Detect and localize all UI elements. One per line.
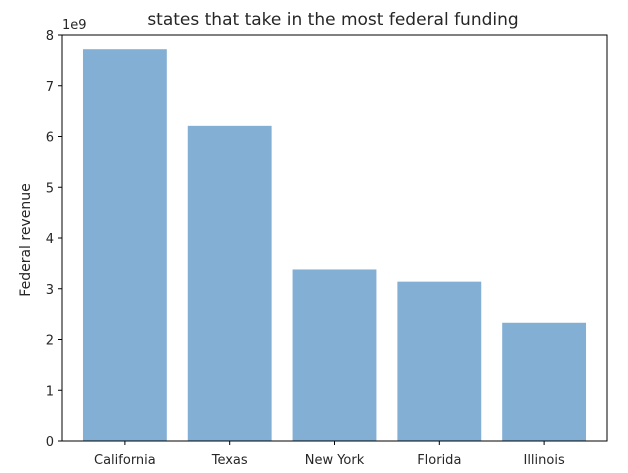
y-tick-label: 6 xyxy=(46,131,54,146)
bar-florida xyxy=(397,281,482,441)
bar-california xyxy=(82,49,167,442)
y-axis-ticks: 0 1 2 3 4 5 6 7 8 xyxy=(46,29,62,450)
x-tick-label: Florida xyxy=(417,453,461,468)
x-tick-label: Texas xyxy=(211,453,248,468)
y-tick-label: 0 xyxy=(46,435,54,450)
y-tick-label: 4 xyxy=(46,232,54,247)
bar-new-york xyxy=(292,269,377,441)
y-tick-label: 1 xyxy=(46,384,54,399)
x-tick-label: New York xyxy=(305,453,365,468)
x-tick-label: Illinois xyxy=(523,453,564,468)
y-axis-offset-label: 1e9 xyxy=(62,18,87,33)
y-tick-label: 8 xyxy=(46,29,54,44)
y-tick-label: 7 xyxy=(46,80,54,95)
y-tick-label: 2 xyxy=(46,334,54,349)
y-tick-label: 5 xyxy=(46,181,54,196)
bar-texas xyxy=(187,125,272,441)
x-tick-label: California xyxy=(94,453,156,468)
y-axis-title: Federal revenue xyxy=(18,183,34,296)
plot-frame xyxy=(61,34,608,442)
y-tick-label: 3 xyxy=(46,283,54,298)
x-axis-ticks: California Texas New York Florida Illinois xyxy=(94,441,565,468)
bars-group xyxy=(82,49,587,442)
chart-title: states that take in the most federal fun… xyxy=(147,10,518,30)
bar-illinois xyxy=(502,322,587,441)
